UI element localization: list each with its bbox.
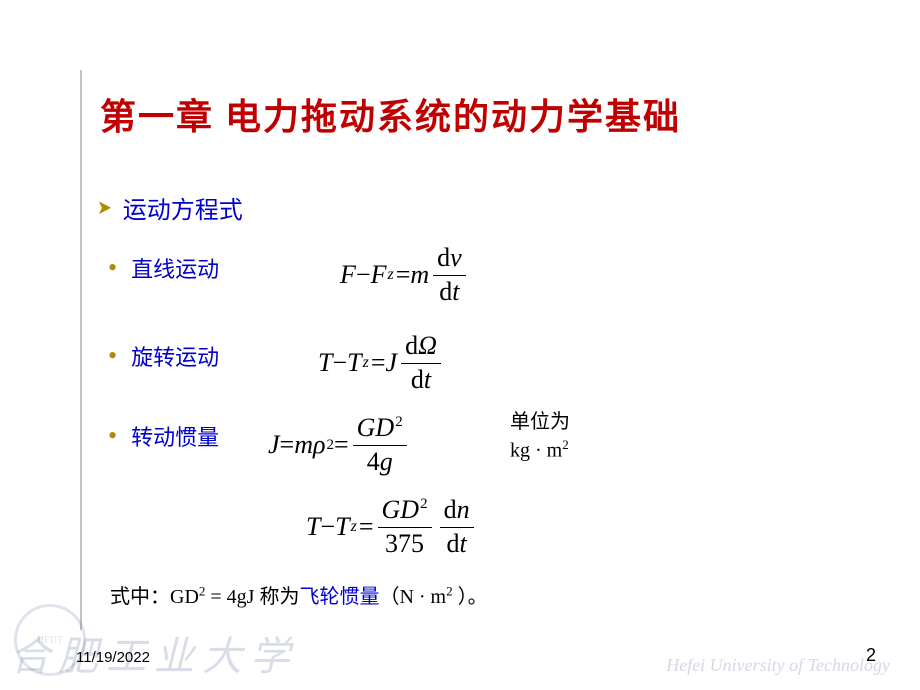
watermark-cn: 合肥工业大学 — [10, 624, 298, 682]
equation-linear-motion: F − Fz = m dv dt — [340, 244, 470, 307]
equation-torque-gd2: T − Tz = GD2 375 dn dt — [306, 496, 478, 559]
slide-date: 11/19/2022 — [76, 649, 150, 666]
bullet-rotary-text: 旋转运动 — [131, 340, 219, 372]
bullet-dot-icon: • — [108, 255, 117, 281]
bullet-inertia: • 转动惯量 — [108, 420, 219, 452]
watermark-en: Hefei University of Technology — [666, 655, 890, 676]
bullet-dot-icon: • — [108, 343, 117, 369]
footnote: 式中：GD2 = 4gJ 称为飞轮惯量（N · m2 ）。 — [110, 580, 488, 609]
bullet-rotary: • 旋转运动 — [108, 340, 219, 372]
bullet-inertia-text: 转动惯量 — [131, 420, 219, 452]
bullet-linear-text: 直线运动 — [131, 252, 219, 284]
section-heading: ➤ 运动方程式 — [96, 190, 243, 225]
accent-line — [80, 70, 82, 630]
chapter-title: 第一章 电力拖动系统的动力学基础 — [100, 88, 681, 140]
equation-rotary-motion: T − Tz = J dΩ dt — [318, 332, 445, 395]
equation-moment-of-inertia: J = mρ2 = GD2 4g — [268, 414, 411, 477]
arrow-icon: ➤ — [97, 195, 112, 220]
slide: { "title": "第一章 电力拖动系统的动力学基础", "section"… — [0, 0, 920, 690]
bullet-dot-icon: • — [108, 423, 117, 449]
section-text: 运动方程式 — [123, 190, 243, 225]
page-number: 2 — [866, 645, 876, 666]
bullet-linear: • 直线运动 — [108, 252, 219, 284]
unit-note: 单位为 kg · m2 — [510, 408, 570, 465]
